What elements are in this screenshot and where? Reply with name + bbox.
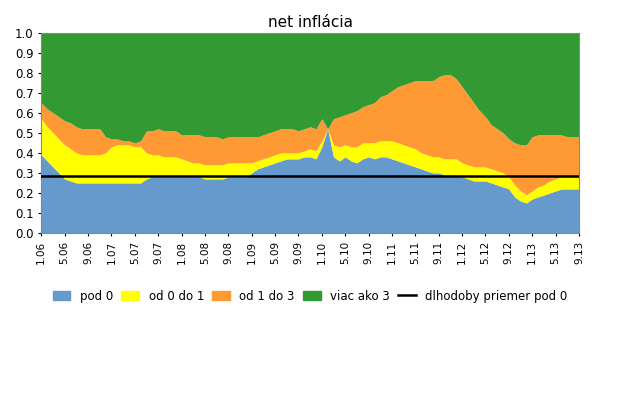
Title: net inflácia: net inflácia [268,15,352,30]
Legend: pod 0, od 0 do 1, od 1 do 3, viac ako 3, dlhodoby priemer pod 0: pod 0, od 0 do 1, od 1 do 3, viac ako 3,… [48,285,572,307]
